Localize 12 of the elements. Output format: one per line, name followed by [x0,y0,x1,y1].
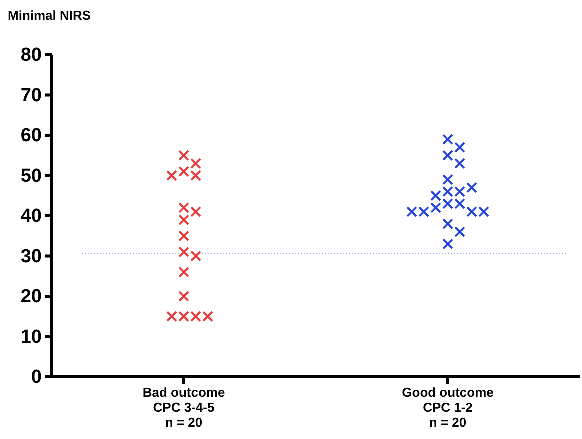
y-axis-title: Minimal NIRS [8,8,92,23]
y-tick-label: 80 [20,45,42,66]
y-tick-label: 30 [20,246,42,268]
y-tick-label: 10 [20,326,42,348]
x-tick-label: Bad outcome CPC 3-4-5 n = 20 [142,385,226,430]
y-tick-label: 0 [31,367,42,388]
x-tick-label: Good outcome CPC 1-2 n = 20 [402,385,494,430]
y-tick-label: 20 [20,286,42,308]
y-tick-label: 50 [20,166,42,187]
y-tick-label: 60 [20,126,42,147]
y-tick-label: 40 [20,206,42,228]
y-tick-label: 70 [20,85,42,106]
